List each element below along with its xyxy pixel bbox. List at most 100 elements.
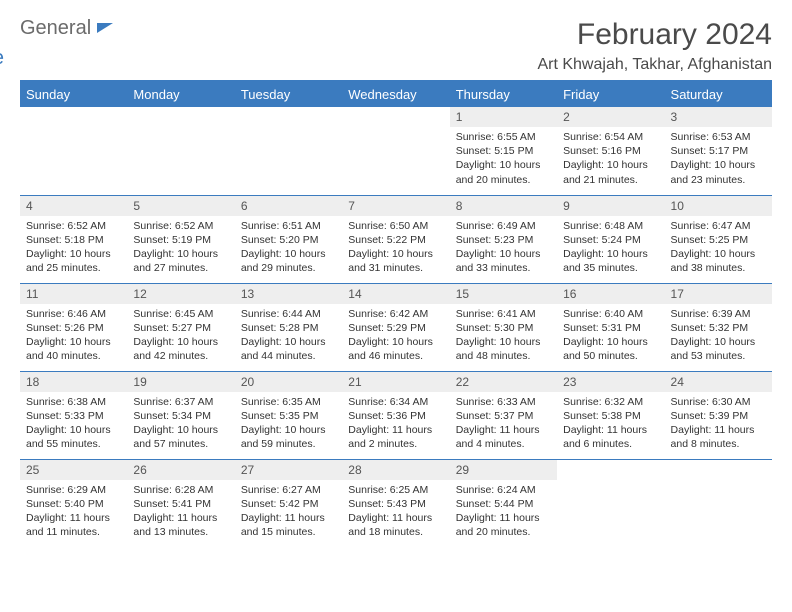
day-details: Sunrise: 6:33 AMSunset: 5:37 PMDaylight:…	[450, 392, 557, 458]
calendar-day-cell: 21Sunrise: 6:34 AMSunset: 5:36 PMDayligh…	[342, 371, 449, 459]
daylight-line: Daylight: 10 hours and 44 minutes.	[241, 335, 336, 363]
calendar-day-cell: 24Sunrise: 6:30 AMSunset: 5:39 PMDayligh…	[665, 371, 772, 459]
day-details: Sunrise: 6:46 AMSunset: 5:26 PMDaylight:…	[20, 304, 127, 370]
calendar-day-cell: 6Sunrise: 6:51 AMSunset: 5:20 PMDaylight…	[235, 195, 342, 283]
day-number: 10	[665, 196, 772, 216]
day-details: Sunrise: 6:50 AMSunset: 5:22 PMDaylight:…	[342, 216, 449, 282]
calendar-day-cell: 23Sunrise: 6:32 AMSunset: 5:38 PMDayligh…	[557, 371, 664, 459]
sunset-line: Sunset: 5:44 PM	[456, 497, 551, 511]
calendar-day-cell: 11Sunrise: 6:46 AMSunset: 5:26 PMDayligh…	[20, 283, 127, 371]
sunset-line: Sunset: 5:40 PM	[26, 497, 121, 511]
day-number: 3	[665, 107, 772, 127]
sunset-line: Sunset: 5:34 PM	[133, 409, 228, 423]
calendar-day-cell: 28Sunrise: 6:25 AMSunset: 5:43 PMDayligh…	[342, 459, 449, 547]
day-number: 24	[665, 372, 772, 392]
day-details: Sunrise: 6:55 AMSunset: 5:15 PMDaylight:…	[450, 127, 557, 193]
sunrise-line: Sunrise: 6:41 AM	[456, 307, 551, 321]
calendar-day-cell: 1Sunrise: 6:55 AMSunset: 5:15 PMDaylight…	[450, 107, 557, 195]
calendar-day-cell: 25Sunrise: 6:29 AMSunset: 5:40 PMDayligh…	[20, 459, 127, 547]
sunset-line: Sunset: 5:42 PM	[241, 497, 336, 511]
day-details: Sunrise: 6:40 AMSunset: 5:31 PMDaylight:…	[557, 304, 664, 370]
calendar-week-row: 4Sunrise: 6:52 AMSunset: 5:18 PMDaylight…	[20, 195, 772, 283]
day-details: Sunrise: 6:28 AMSunset: 5:41 PMDaylight:…	[127, 480, 234, 546]
day-details: Sunrise: 6:54 AMSunset: 5:16 PMDaylight:…	[557, 127, 664, 193]
sunset-line: Sunset: 5:23 PM	[456, 233, 551, 247]
weekday-header: Friday	[557, 82, 664, 107]
sunrise-line: Sunrise: 6:38 AM	[26, 395, 121, 409]
weekday-header: Tuesday	[235, 82, 342, 107]
calendar-day-cell: 29Sunrise: 6:24 AMSunset: 5:44 PMDayligh…	[450, 459, 557, 547]
sunset-line: Sunset: 5:22 PM	[348, 233, 443, 247]
sunrise-line: Sunrise: 6:34 AM	[348, 395, 443, 409]
sunrise-line: Sunrise: 6:29 AM	[26, 483, 121, 497]
sunset-line: Sunset: 5:41 PM	[133, 497, 228, 511]
calendar-day-cell: 18Sunrise: 6:38 AMSunset: 5:33 PMDayligh…	[20, 371, 127, 459]
day-number: 22	[450, 372, 557, 392]
sunrise-line: Sunrise: 6:30 AM	[671, 395, 766, 409]
daylight-line: Daylight: 11 hours and 18 minutes.	[348, 511, 443, 539]
calendar-day-cell: 26Sunrise: 6:28 AMSunset: 5:41 PMDayligh…	[127, 459, 234, 547]
sunrise-line: Sunrise: 6:35 AM	[241, 395, 336, 409]
title-block: February 2024 Art Khwajah, Takhar, Afgha…	[537, 18, 772, 74]
daylight-line: Daylight: 10 hours and 31 minutes.	[348, 247, 443, 275]
day-number	[665, 460, 772, 466]
calendar-empty-cell	[665, 459, 772, 547]
day-number: 7	[342, 196, 449, 216]
calendar-day-cell: 14Sunrise: 6:42 AMSunset: 5:29 PMDayligh…	[342, 283, 449, 371]
calendar-empty-cell	[235, 107, 342, 195]
calendar-day-cell: 7Sunrise: 6:50 AMSunset: 5:22 PMDaylight…	[342, 195, 449, 283]
daylight-line: Daylight: 10 hours and 55 minutes.	[26, 423, 121, 451]
weekday-header: Wednesday	[342, 82, 449, 107]
calendar-thead: SundayMondayTuesdayWednesdayThursdayFrid…	[20, 82, 772, 107]
day-details: Sunrise: 6:51 AMSunset: 5:20 PMDaylight:…	[235, 216, 342, 282]
calendar-day-cell: 8Sunrise: 6:49 AMSunset: 5:23 PMDaylight…	[450, 195, 557, 283]
sunset-line: Sunset: 5:38 PM	[563, 409, 658, 423]
calendar-day-cell: 13Sunrise: 6:44 AMSunset: 5:28 PMDayligh…	[235, 283, 342, 371]
calendar-day-cell: 3Sunrise: 6:53 AMSunset: 5:17 PMDaylight…	[665, 107, 772, 195]
sunset-line: Sunset: 5:16 PM	[563, 144, 658, 158]
daylight-line: Daylight: 10 hours and 33 minutes.	[456, 247, 551, 275]
day-details: Sunrise: 6:48 AMSunset: 5:24 PMDaylight:…	[557, 216, 664, 282]
daylight-line: Daylight: 10 hours and 53 minutes.	[671, 335, 766, 363]
day-number: 14	[342, 284, 449, 304]
sunrise-line: Sunrise: 6:54 AM	[563, 130, 658, 144]
sunrise-line: Sunrise: 6:39 AM	[671, 307, 766, 321]
day-number: 12	[127, 284, 234, 304]
brand-triangle-icon	[97, 23, 113, 33]
day-number: 16	[557, 284, 664, 304]
day-number	[20, 107, 127, 113]
day-details: Sunrise: 6:38 AMSunset: 5:33 PMDaylight:…	[20, 392, 127, 458]
sunset-line: Sunset: 5:35 PM	[241, 409, 336, 423]
sunset-line: Sunset: 5:31 PM	[563, 321, 658, 335]
calendar-week-row: 18Sunrise: 6:38 AMSunset: 5:33 PMDayligh…	[20, 371, 772, 459]
sunset-line: Sunset: 5:20 PM	[241, 233, 336, 247]
day-details: Sunrise: 6:42 AMSunset: 5:29 PMDaylight:…	[342, 304, 449, 370]
day-details: Sunrise: 6:37 AMSunset: 5:34 PMDaylight:…	[127, 392, 234, 458]
day-details: Sunrise: 6:34 AMSunset: 5:36 PMDaylight:…	[342, 392, 449, 458]
sunset-line: Sunset: 5:29 PM	[348, 321, 443, 335]
calendar-body: 1Sunrise: 6:55 AMSunset: 5:15 PMDaylight…	[20, 107, 772, 547]
daylight-line: Daylight: 10 hours and 57 minutes.	[133, 423, 228, 451]
day-number: 5	[127, 196, 234, 216]
calendar-day-cell: 16Sunrise: 6:40 AMSunset: 5:31 PMDayligh…	[557, 283, 664, 371]
day-number: 11	[20, 284, 127, 304]
sunrise-line: Sunrise: 6:24 AM	[456, 483, 551, 497]
day-details: Sunrise: 6:30 AMSunset: 5:39 PMDaylight:…	[665, 392, 772, 458]
calendar-day-cell: 19Sunrise: 6:37 AMSunset: 5:34 PMDayligh…	[127, 371, 234, 459]
calendar-day-cell: 9Sunrise: 6:48 AMSunset: 5:24 PMDaylight…	[557, 195, 664, 283]
day-details: Sunrise: 6:53 AMSunset: 5:17 PMDaylight:…	[665, 127, 772, 193]
weekday-header: Thursday	[450, 82, 557, 107]
calendar-empty-cell	[20, 107, 127, 195]
sunset-line: Sunset: 5:36 PM	[348, 409, 443, 423]
daylight-line: Daylight: 11 hours and 2 minutes.	[348, 423, 443, 451]
day-number: 27	[235, 460, 342, 480]
sunset-line: Sunset: 5:33 PM	[26, 409, 121, 423]
brand-part1: General	[20, 18, 91, 38]
day-details: Sunrise: 6:52 AMSunset: 5:18 PMDaylight:…	[20, 216, 127, 282]
sunset-line: Sunset: 5:32 PM	[671, 321, 766, 335]
sunrise-line: Sunrise: 6:28 AM	[133, 483, 228, 497]
sunrise-line: Sunrise: 6:46 AM	[26, 307, 121, 321]
sunrise-line: Sunrise: 6:50 AM	[348, 219, 443, 233]
calendar-empty-cell	[342, 107, 449, 195]
daylight-line: Daylight: 10 hours and 35 minutes.	[563, 247, 658, 275]
